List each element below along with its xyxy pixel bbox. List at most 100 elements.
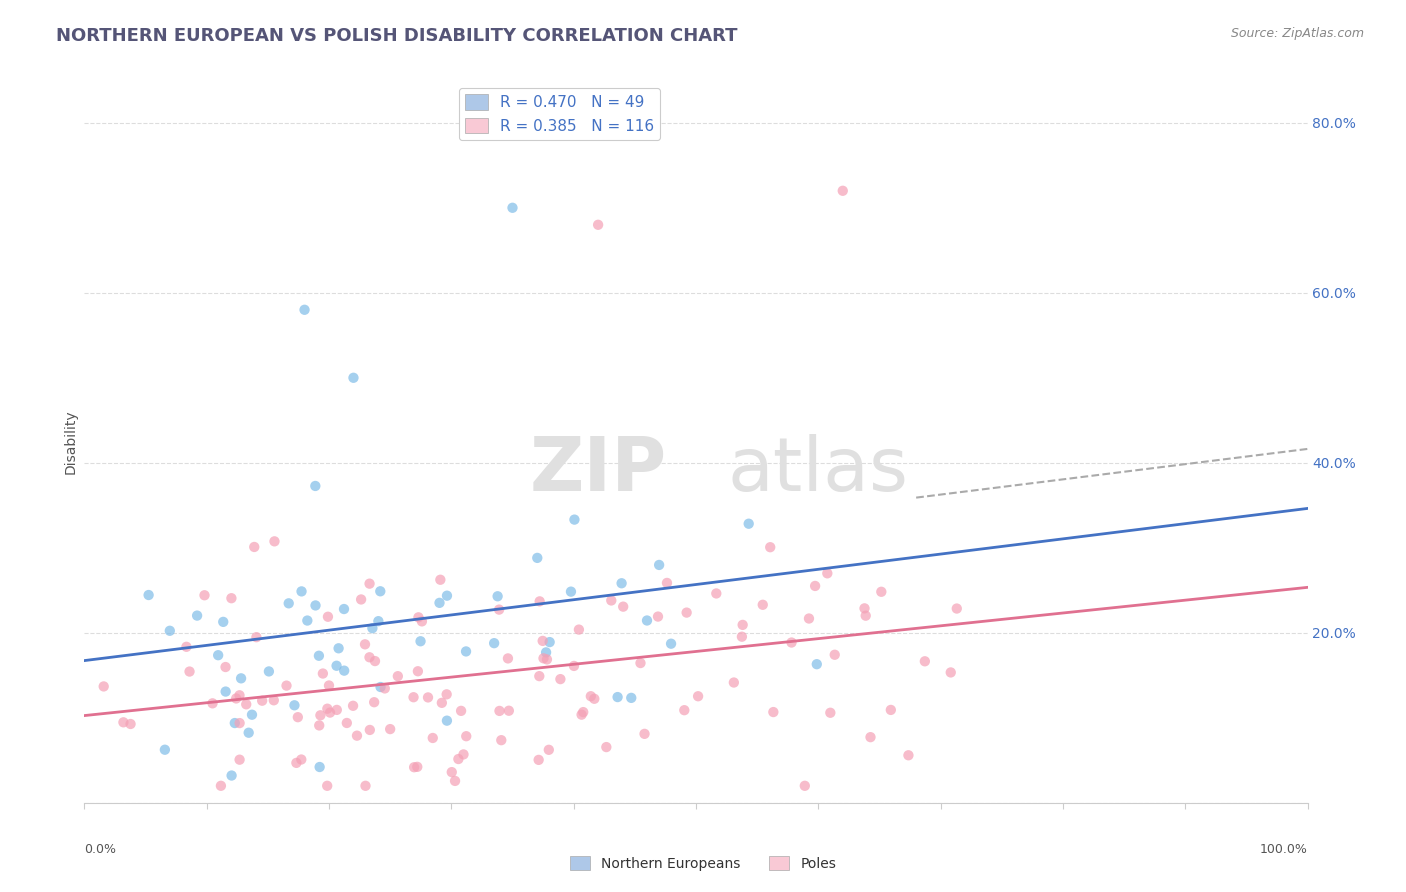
Point [214,660,236,674]
Point [359,576,381,591]
Point [853,601,876,615]
Point [409,634,432,648]
Point [859,730,882,744]
Point [402,690,425,705]
Point [738,516,761,531]
Point [159,624,181,638]
Point [408,610,430,624]
Point [406,665,429,679]
Point [228,716,250,731]
Point [214,684,236,698]
Point [290,752,312,766]
Point [193,588,215,602]
Point [370,680,392,694]
Point [804,579,827,593]
Point [560,584,582,599]
Point [308,648,330,663]
Point [780,635,803,649]
Point [422,731,444,745]
Point [294,302,316,317]
Point [939,665,962,680]
Point [404,760,426,774]
Point [319,706,342,720]
Point [456,729,478,743]
Point [309,708,332,723]
Point [221,591,243,606]
Point [304,479,326,493]
Point [287,710,309,724]
Point [820,706,842,720]
Point [488,602,510,616]
Point [571,707,593,722]
Point [731,618,754,632]
Point [276,679,298,693]
Point [368,584,391,599]
Point [318,678,340,692]
Point [486,589,509,603]
Point [308,718,330,732]
Point [430,696,453,710]
Point [243,540,266,554]
Point [290,584,312,599]
Point [416,690,439,705]
Point [496,651,519,665]
Point [212,615,235,629]
Point [704,586,727,600]
Point [221,768,243,782]
Point [186,608,208,623]
Point [411,615,433,629]
Point [533,651,555,665]
Point [453,747,475,762]
Point [263,693,285,707]
Text: NORTHERN EUROPEAN VS POLISH DISABILITY CORRELATION CHART: NORTHERN EUROPEAN VS POLISH DISABILITY C… [56,27,738,45]
Point [235,698,257,712]
Point [673,703,696,717]
Point [536,652,558,666]
Point [502,201,524,215]
Point [363,695,385,709]
Point [378,722,401,736]
Point [731,630,754,644]
Point [824,648,846,662]
Point [263,534,285,549]
Point [316,702,339,716]
Point [630,656,652,670]
Point [759,540,782,554]
Point [797,611,820,625]
Point [120,717,142,731]
Point [600,593,623,607]
Point [620,690,643,705]
Point [659,637,682,651]
Point [648,558,671,572]
Point [655,576,678,591]
Point [534,645,557,659]
Point [454,644,477,658]
Point [367,614,389,628]
Point [308,760,330,774]
Point [336,716,359,731]
Point [201,696,224,710]
Point [579,690,602,704]
Point [207,648,229,663]
Point [527,753,550,767]
Point [688,690,710,704]
Point [316,609,339,624]
Point [633,727,655,741]
Point [762,705,785,719]
Point [914,654,936,668]
Point [675,606,697,620]
Point [488,704,510,718]
Point [529,594,551,608]
Point [228,753,250,767]
Point [550,672,572,686]
Point [583,691,606,706]
Point [610,576,633,591]
Legend: R = 0.470   N = 49, R = 0.385   N = 116: R = 0.470 N = 49, R = 0.385 N = 116 [458,88,661,140]
Point [572,705,595,719]
Point [361,621,384,635]
Point [354,637,377,651]
Point [562,659,585,673]
Point [444,773,467,788]
Point [297,614,319,628]
Point [225,691,247,706]
